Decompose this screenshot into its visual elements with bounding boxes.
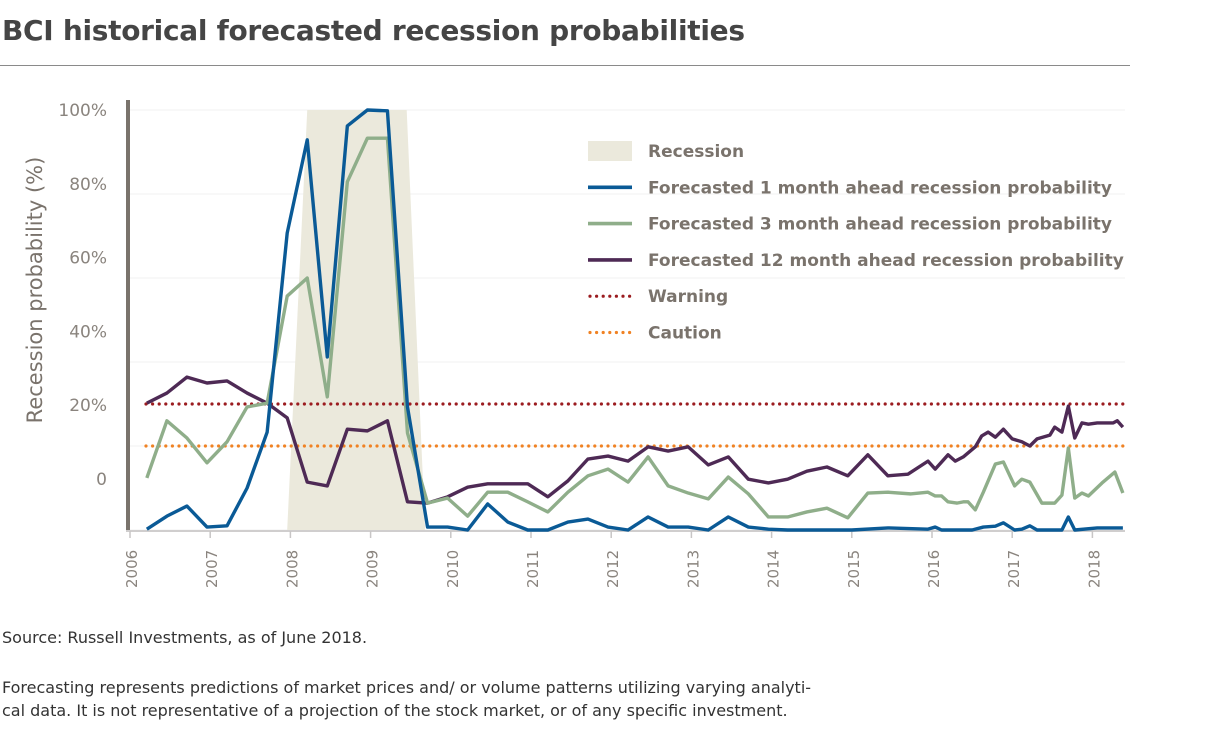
- x-tick-label: 2009: [364, 550, 382, 588]
- y-axis-label: Recession probability (%): [23, 156, 47, 424]
- x-tick-label: 2017: [1005, 550, 1023, 588]
- series-line-3-month: [145, 136, 1125, 520]
- series-line-12-month: [146, 375, 1125, 505]
- y-tick-label: 80%: [69, 175, 107, 195]
- x-tick-label: 2013: [684, 550, 702, 588]
- x-tick-label: 2015: [845, 550, 863, 588]
- chart-title: BCI historical forecasted recession prob…: [2, 14, 745, 47]
- disclaimer-line-2: cal data. It is not representative of a …: [2, 701, 788, 720]
- x-tick-label: 2011: [524, 550, 542, 588]
- y-tick-label: 40%: [69, 322, 107, 342]
- legend-label: Recession: [648, 142, 744, 162]
- disclaimer-line-1: Forecasting represents predictions of ma…: [2, 678, 812, 697]
- legend-label: Forecasted 1 month ahead recession proba…: [648, 178, 1112, 198]
- x-tick-label: 2012: [604, 550, 622, 588]
- title-divider: [0, 65, 1130, 66]
- x-tick-label: 2006: [123, 550, 141, 588]
- source-note: Source: Russell Investments, as of June …: [2, 628, 368, 647]
- y-tick-label: 20%: [69, 396, 107, 416]
- x-tick-label: 2018: [1085, 550, 1103, 588]
- y-tick-label: 60%: [69, 249, 107, 269]
- legend-label: Caution: [648, 324, 722, 344]
- x-tick-label: 2008: [283, 550, 301, 588]
- legend-label: Forecasted 12 month ahead recession prob…: [648, 251, 1124, 271]
- legend-label: Warning: [648, 287, 728, 307]
- y-tick-label: 100%: [58, 101, 107, 121]
- legend-swatch-recession: [588, 141, 632, 161]
- y-tick-label: 0: [96, 470, 107, 490]
- x-tick-label: 2007: [203, 550, 221, 588]
- series-line-1-month: [145, 108, 1123, 532]
- x-tick-label: 2016: [925, 550, 943, 588]
- x-tick-label: 2010: [444, 550, 462, 588]
- recession-band: [287, 110, 426, 530]
- x-tick-label: 2014: [765, 550, 783, 588]
- legend-label: Forecasted 3 month ahead recession proba…: [648, 215, 1112, 235]
